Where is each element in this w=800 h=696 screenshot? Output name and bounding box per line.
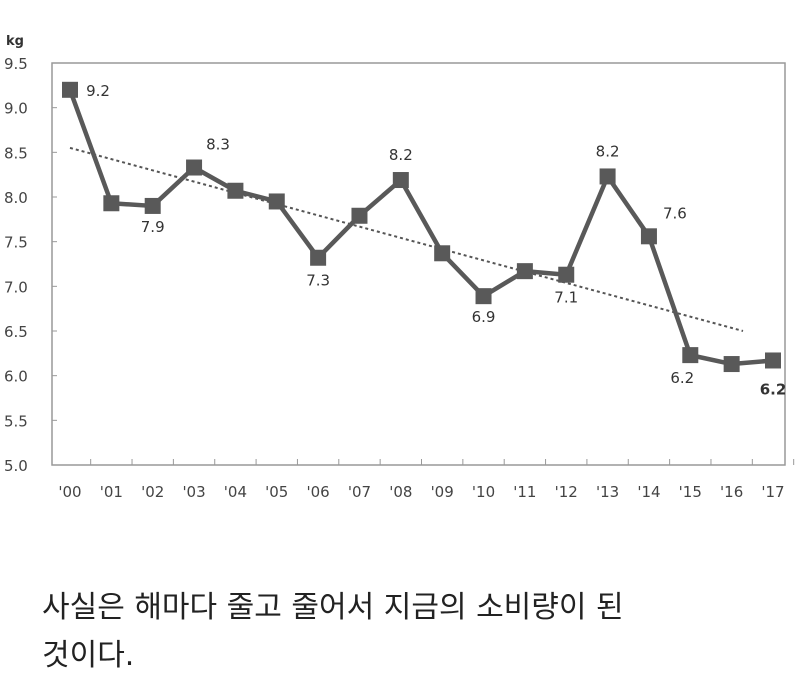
x-tick-label: '16 bbox=[720, 483, 743, 501]
data-point-marker bbox=[103, 195, 120, 212]
data-point-marker bbox=[723, 356, 740, 373]
y-tick-label: 7.0 bbox=[4, 278, 28, 296]
data-point-marker bbox=[227, 182, 244, 199]
data-label: 6.2 bbox=[760, 380, 787, 398]
data-label: 8.2 bbox=[596, 142, 620, 160]
data-point-marker bbox=[144, 197, 161, 214]
x-tick-label: '05 bbox=[265, 483, 288, 501]
y-tick-label: 8.0 bbox=[4, 189, 28, 207]
x-tick-label: '08 bbox=[389, 483, 412, 501]
data-point-marker bbox=[434, 245, 451, 262]
data-label: 6.9 bbox=[472, 308, 496, 326]
line-chart: kg 5.0 5.5 6.0 6.5 7.0 7.5 8.0 8.5 9.0 9.5 '00 '01 '0… bbox=[4, 34, 795, 501]
x-tick-label: '17 bbox=[761, 483, 784, 501]
caption-line-1: 사실은 해마다 줄고 줄어서 지금의 소비량이 된 bbox=[42, 590, 624, 625]
data-label: 8.2 bbox=[389, 146, 413, 164]
data-label: 7.9 bbox=[141, 218, 165, 236]
caption: 사실은 해마다 줄고 줄어서 지금의 소비량이 된 것이다. bbox=[42, 584, 782, 680]
y-tick-label: 8.5 bbox=[4, 144, 28, 162]
data-point-marker bbox=[310, 249, 327, 266]
y-tick-label: 9.5 bbox=[4, 55, 28, 73]
data-point-marker bbox=[392, 172, 409, 189]
x-tick-label: '09 bbox=[431, 483, 454, 501]
data-point-marker bbox=[268, 193, 285, 210]
x-tick-label: '00 bbox=[58, 483, 81, 501]
x-tick-label: '11 bbox=[513, 483, 536, 501]
x-tick-label: '04 bbox=[224, 483, 247, 501]
data-label: 7.1 bbox=[554, 289, 578, 307]
y-tick-label: 9.0 bbox=[4, 100, 28, 118]
y-tick-label: 7.5 bbox=[4, 234, 28, 252]
y-tick-label: 6.5 bbox=[4, 323, 28, 341]
data-point-marker bbox=[558, 266, 575, 283]
data-point-marker bbox=[186, 159, 203, 176]
data-point-marker bbox=[765, 352, 781, 369]
x-tick-label: '07 bbox=[348, 483, 371, 501]
data-point-marker bbox=[62, 81, 78, 98]
data-label: 6.2 bbox=[670, 369, 694, 387]
y-tick-label: 5.0 bbox=[4, 457, 28, 475]
plot-area-border bbox=[51, 62, 786, 466]
x-tick-label: '03 bbox=[182, 483, 205, 501]
caption-line-2: 것이다. bbox=[42, 638, 135, 673]
x-tick-label: '10 bbox=[472, 483, 495, 501]
x-tick-label: '14 bbox=[637, 483, 660, 501]
data-point-marker bbox=[351, 207, 368, 224]
x-tick-label: '02 bbox=[141, 483, 164, 501]
x-tick-label: '15 bbox=[679, 483, 702, 501]
series-line bbox=[67, 89, 774, 367]
data-label: 7.6 bbox=[663, 204, 687, 222]
x-tick-label: '12 bbox=[555, 483, 578, 501]
x-tick-label: '01 bbox=[100, 483, 123, 501]
data-point-marker bbox=[599, 168, 616, 185]
data-point-marker bbox=[682, 347, 699, 364]
y-tick-label: 5.5 bbox=[4, 412, 28, 430]
data-label: 8.3 bbox=[206, 136, 230, 154]
data-point-marker bbox=[640, 228, 657, 245]
data-point-marker bbox=[516, 263, 533, 280]
data-label: 9.2 bbox=[86, 82, 110, 100]
data-point-marker bbox=[475, 288, 492, 305]
x-tick-label: '13 bbox=[596, 483, 619, 501]
y-axis-unit-label: kg bbox=[6, 34, 24, 49]
data-label: 7.3 bbox=[306, 272, 330, 290]
y-tick-label: 6.0 bbox=[4, 368, 28, 386]
x-tick-label: '06 bbox=[307, 483, 330, 501]
